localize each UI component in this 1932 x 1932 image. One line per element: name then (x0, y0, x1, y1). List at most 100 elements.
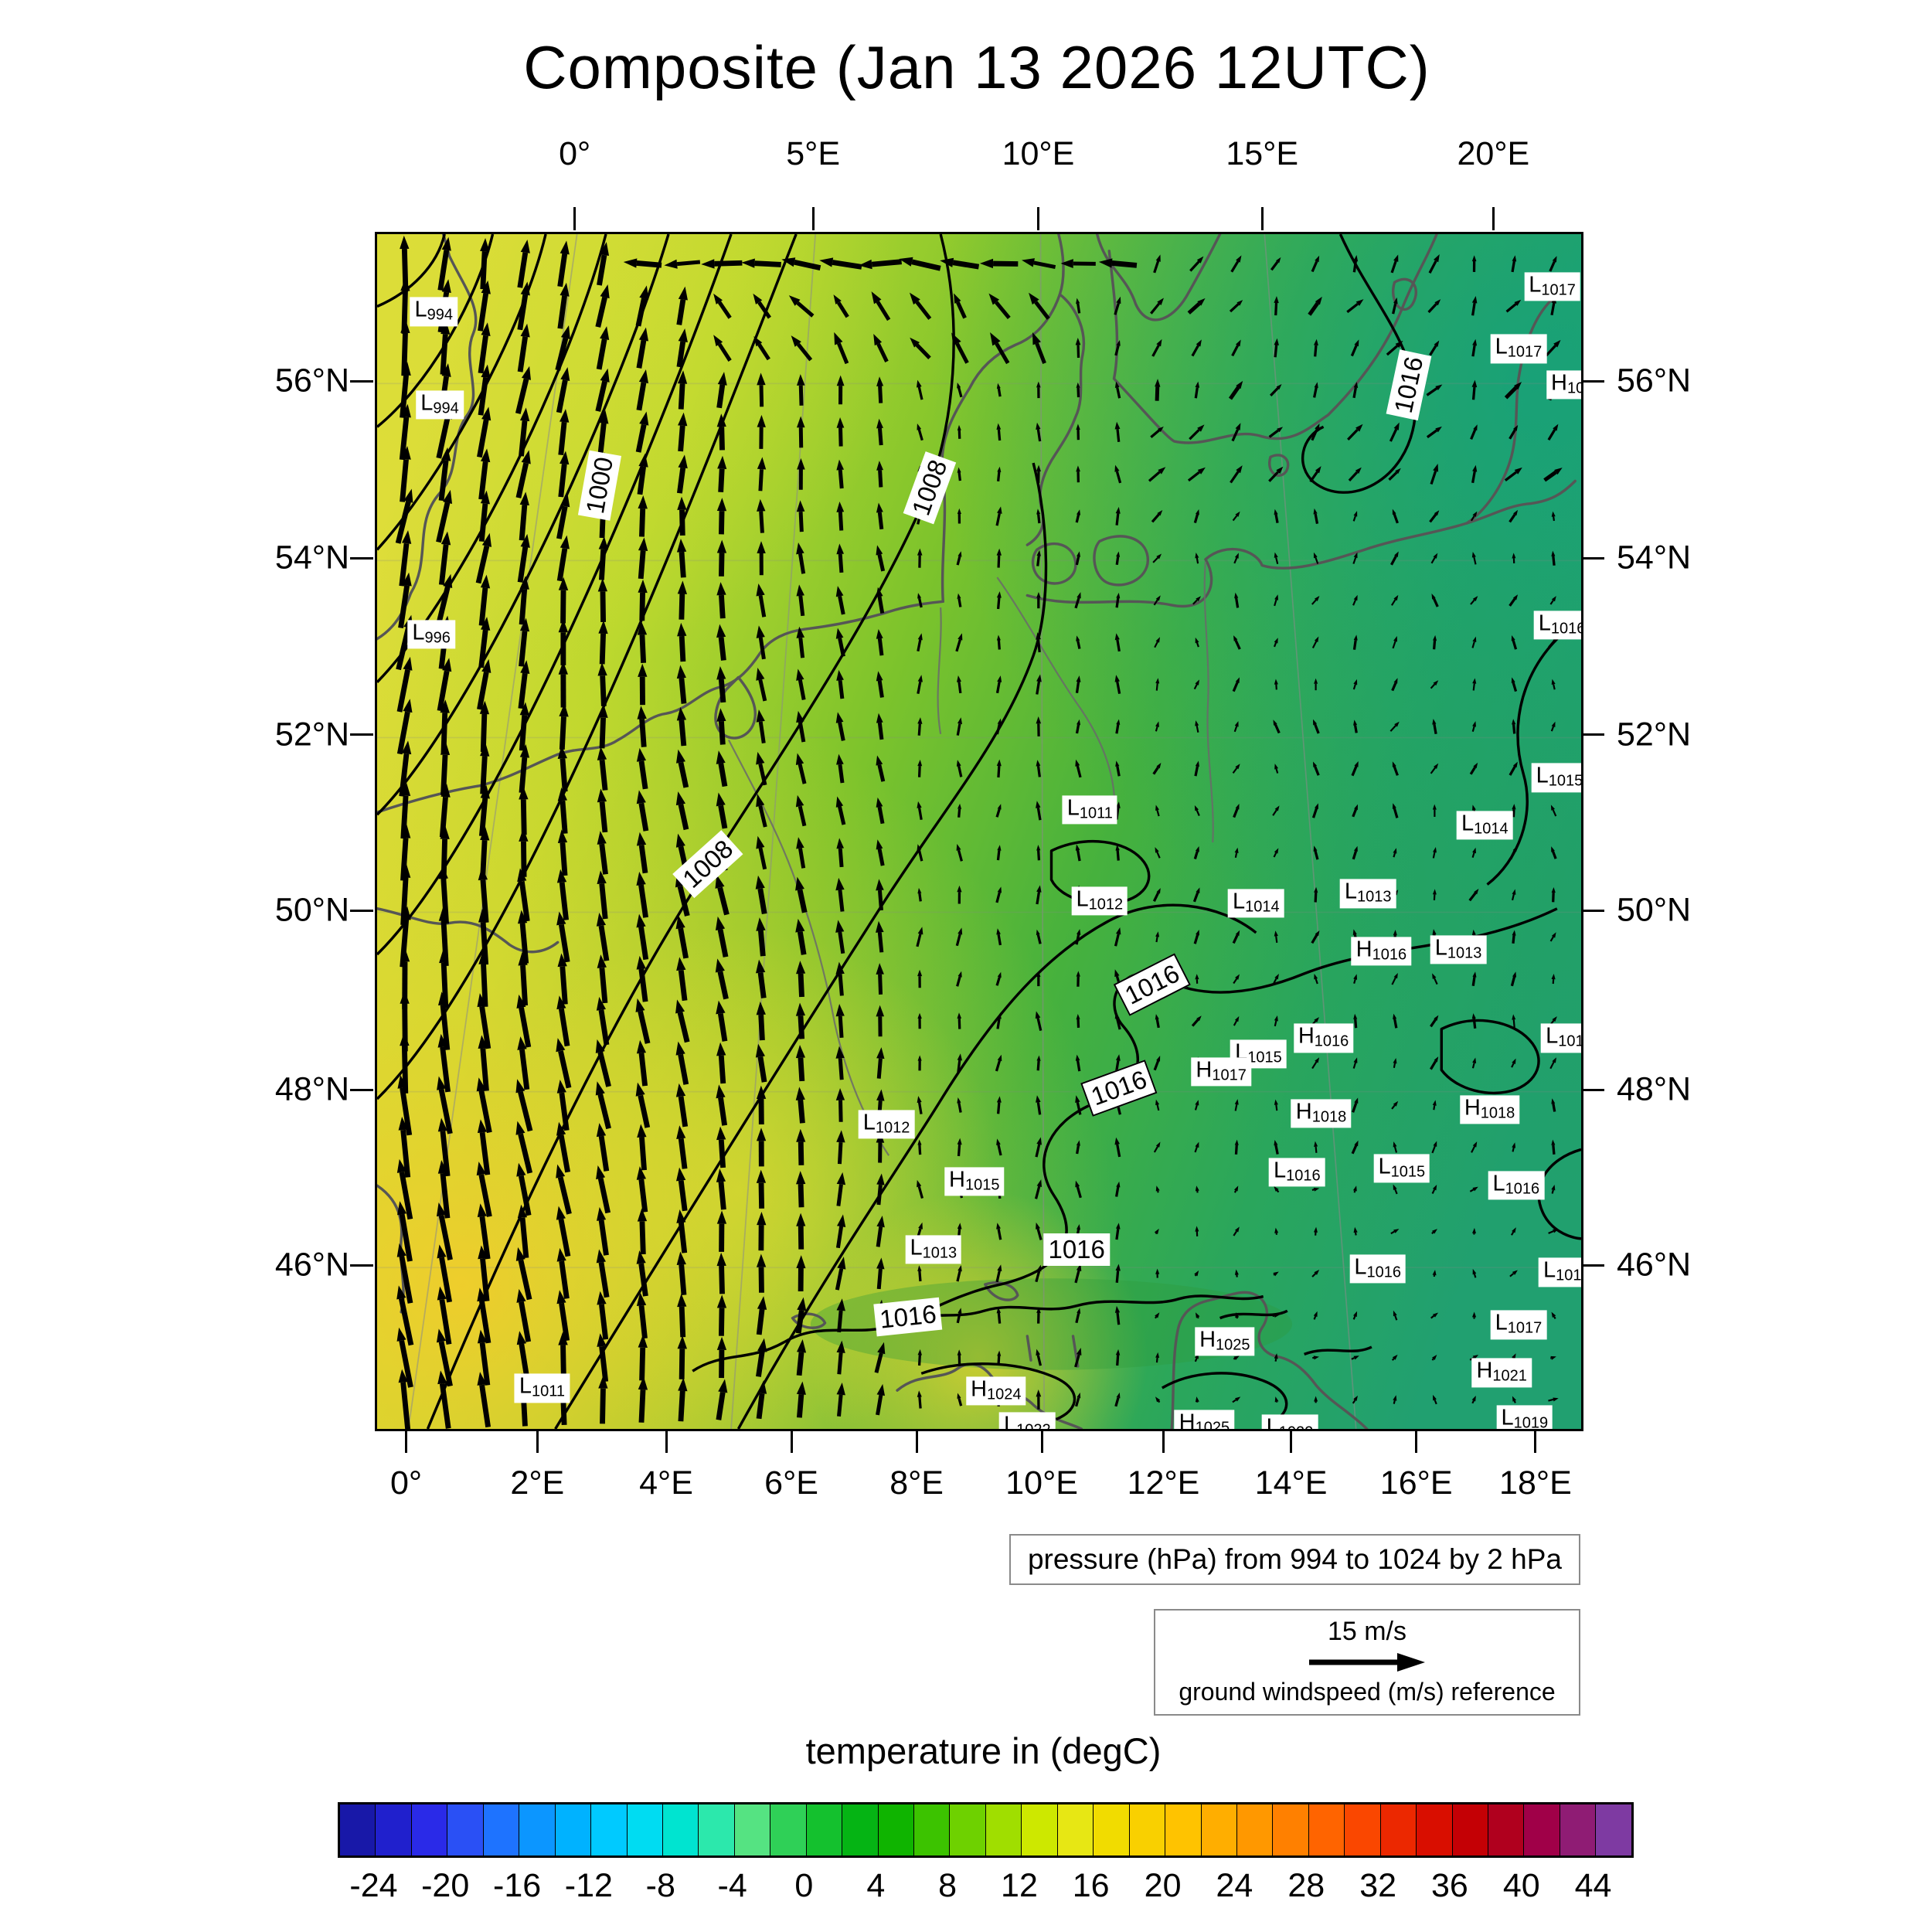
axis-label-bottom: 6°E (764, 1464, 818, 1502)
axis-label-bottom: 18°E (1499, 1464, 1572, 1502)
temperature-field (377, 234, 1581, 1429)
axis-label-left: 46°N (274, 1246, 349, 1284)
axis-label-bottom: 14°E (1254, 1464, 1328, 1502)
colorbar-cell (1417, 1804, 1453, 1855)
pressure-center-label: L1016 (1533, 610, 1581, 640)
axis-label-left: 50°N (274, 891, 349, 929)
axis-label-top: 10°E (1002, 135, 1075, 172)
pressure-center-label: L1014 (1457, 811, 1513, 840)
colorbar-cell (1596, 1804, 1631, 1855)
axis-tick (1492, 207, 1495, 230)
axis-tick (1036, 207, 1039, 230)
isobar-label: 1016 (873, 1297, 943, 1337)
colorbar-cell (1273, 1804, 1309, 1855)
pressure-center-label: L1012 (1071, 886, 1128, 916)
axis-label-top: 15°E (1226, 135, 1299, 172)
pressure-center-label: L1014 (1228, 889, 1284, 918)
axis-tick (350, 379, 373, 383)
axis-label-top: 20°E (1457, 135, 1530, 172)
map-canvas (377, 234, 1581, 1429)
rivers (727, 561, 1214, 1156)
pressure-center-label: L1013 (1430, 935, 1487, 964)
axis-tick (1581, 909, 1604, 912)
axis-label-bottom: 10°E (1005, 1464, 1078, 1502)
axis-tick (915, 1430, 918, 1453)
colorbar-cell (591, 1804, 628, 1855)
pressure-center-label: L1017 (1490, 334, 1547, 363)
colorbar-cell (1129, 1804, 1166, 1855)
colorbar-cell (555, 1804, 592, 1855)
colorbar-tick-label: 36 (1430, 1867, 1468, 1904)
wind-reference-speed: 15 m/s (1327, 1617, 1407, 1646)
colorbar-cell (734, 1804, 771, 1855)
axis-tick (811, 207, 815, 230)
axis-tick (536, 1430, 539, 1453)
colorbar-cell (1308, 1804, 1345, 1855)
temperature-colorbar (338, 1802, 1634, 1858)
axis-label-right: 52°N (1617, 716, 1692, 753)
colorbar-cell (519, 1804, 556, 1855)
axis-tick (1581, 556, 1604, 560)
axis-tick (350, 733, 373, 736)
colorbar-cell (627, 1804, 663, 1855)
axis-label-left: 54°N (274, 539, 349, 577)
pressure-center-label: L1016 (1349, 1254, 1406, 1284)
colorbar-tick-label: 28 (1287, 1867, 1325, 1904)
pressure-center-label: L1016 (1541, 1023, 1581, 1053)
colorbar-tick-label: 8 (938, 1867, 957, 1904)
colorbar-title: temperature in (degC) (805, 1730, 1162, 1771)
pressure-center-label: L1012 (858, 1110, 915, 1139)
axis-label-bottom: 2°E (510, 1464, 565, 1502)
axis-label-left: 48°N (274, 1070, 349, 1108)
pressure-center-label: H1016 (1293, 1023, 1354, 1053)
pressure-center-label: L1017 (1538, 1257, 1581, 1287)
pressure-contour-legend: pressure (hPa) from 994 to 1024 by 2 hPa (1009, 1534, 1580, 1585)
wind-reference-box: 15 m/s ground windspeed (m/s) reference (1154, 1609, 1580, 1716)
colorbar-cell (699, 1804, 735, 1855)
colorbar-cell (1094, 1804, 1130, 1855)
colorbar-tick-label: 24 (1216, 1867, 1253, 1904)
colorbar-cell (985, 1804, 1022, 1855)
colorbar-tick-label: 0 (794, 1867, 814, 1904)
pressure-center-label: H1024 (966, 1376, 1026, 1406)
colorbar-tick-label: 40 (1502, 1867, 1540, 1904)
colorbar-tick-label: -16 (493, 1867, 542, 1904)
colorbar-cell (1452, 1804, 1488, 1855)
axis-tick (790, 1430, 793, 1453)
colorbar-cell (1560, 1804, 1597, 1855)
pressure-center-label: H1017 (1191, 1057, 1251, 1087)
pressure-center-label: L1016 (1268, 1158, 1325, 1187)
colorbar-cell (662, 1804, 699, 1855)
colorbar-cell (1201, 1804, 1237, 1855)
axis-tick (405, 1430, 407, 1453)
colorbar-tick-label: 44 (1574, 1867, 1612, 1904)
pressure-center-label: L994 (416, 390, 464, 420)
colorbar-cell (483, 1804, 520, 1855)
axis-label-right: 48°N (1617, 1070, 1692, 1108)
pressure-center-label: H1016 (1546, 370, 1581, 400)
map-plot-area: 1000 1008 1016 1008 1016 1016 1016 1016 L994 L994… (375, 232, 1583, 1431)
isobar-label: 1016 (1043, 1233, 1110, 1267)
axis-tick (665, 1430, 668, 1453)
pressure-center-label: L1017 (1490, 1310, 1547, 1340)
colorbar-tick-label: 20 (1144, 1867, 1182, 1904)
pressure-center-label: H1018 (1291, 1099, 1352, 1128)
pressure-center-label: L1016 (1488, 1171, 1545, 1200)
colorbar-tick-label: -8 (645, 1867, 675, 1904)
colorbar-cell (914, 1804, 951, 1855)
pressure-center-label: H1016 (1351, 937, 1412, 966)
axis-tick (350, 1088, 373, 1091)
colorbar-tick-label: -12 (564, 1867, 613, 1904)
colorbar-cell (770, 1804, 807, 1855)
axis-label-left: 52°N (274, 716, 349, 753)
axis-label-top: 5°E (786, 135, 841, 172)
axis-tick (1260, 207, 1264, 230)
axis-tick (1040, 1430, 1043, 1453)
colorbar-tick-label: -20 (421, 1867, 470, 1904)
colorbar-cell (1524, 1804, 1560, 1855)
colorbar-cell (1165, 1804, 1202, 1855)
colorbar-cell (1236, 1804, 1274, 1855)
axis-label-right: 46°N (1617, 1246, 1692, 1284)
axis-label-bottom: 8°E (889, 1464, 944, 1502)
axis-tick (350, 909, 373, 912)
